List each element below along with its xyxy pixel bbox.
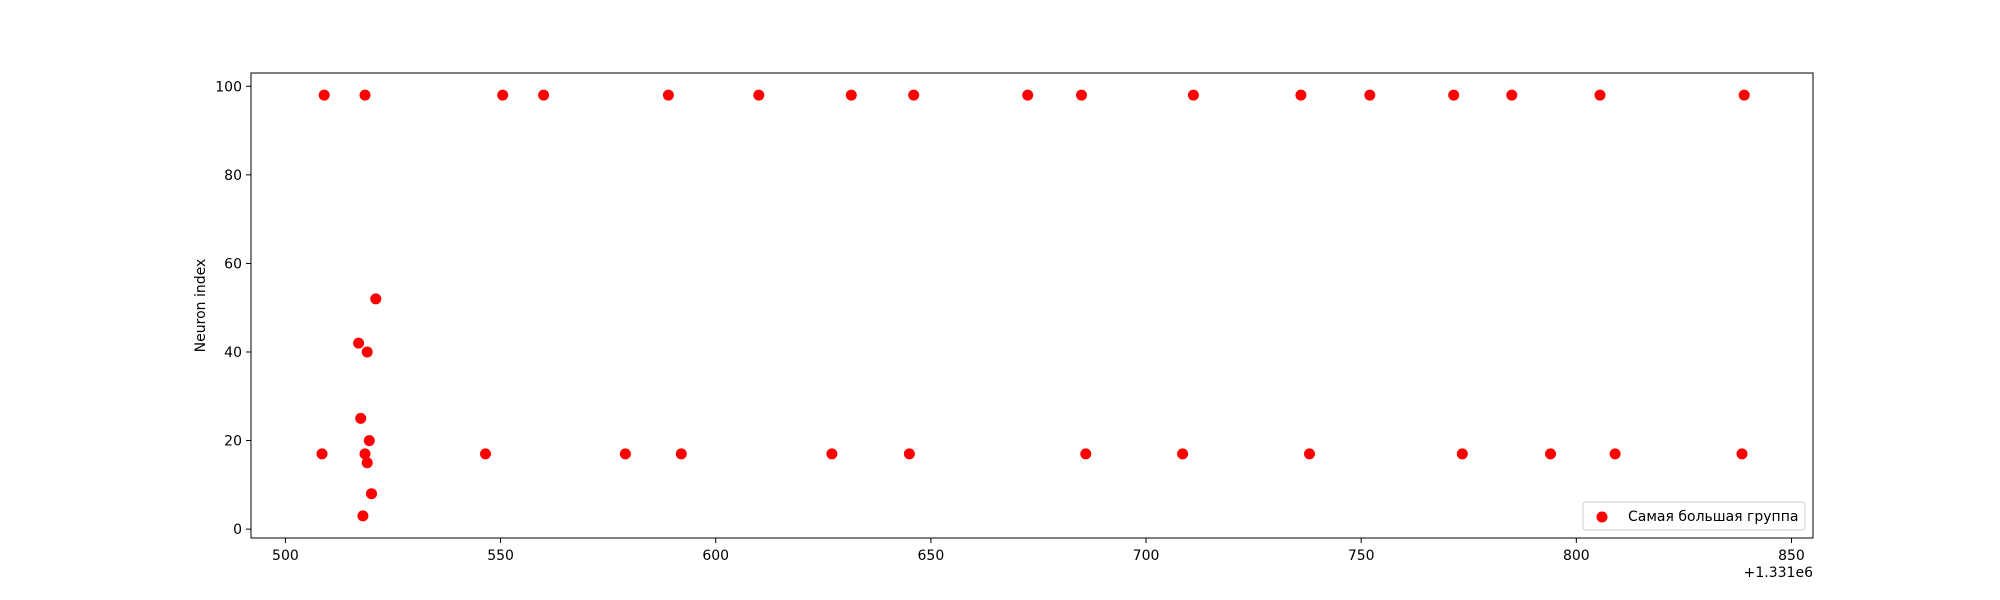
y-tick-label: 100 — [215, 79, 242, 95]
x-tick-label: 800 — [1563, 548, 1590, 564]
data-point — [1545, 448, 1556, 460]
data-point — [497, 89, 509, 101]
y-tick-label: 40 — [224, 345, 242, 361]
data-point — [1187, 89, 1199, 101]
legend: Самая большая группа — [1582, 501, 1806, 531]
data-point — [1177, 448, 1189, 460]
data-point — [1456, 448, 1468, 460]
x-tick-label: 550 — [487, 548, 514, 564]
data-point — [359, 89, 371, 101]
x-tick-label: 700 — [1133, 548, 1160, 564]
data-point — [316, 448, 328, 460]
data-point — [619, 448, 631, 460]
legend-box — [1582, 501, 1806, 531]
y-tick-label: 20 — [224, 434, 242, 450]
data-point — [357, 510, 369, 522]
data-point — [361, 457, 373, 469]
plot-frame — [250, 72, 1814, 539]
legend-marker — [1596, 511, 1608, 523]
data-point — [1022, 89, 1034, 101]
data-point — [370, 293, 382, 305]
x-offset-label: +1.331e6 — [1744, 565, 1813, 581]
data-point — [845, 89, 857, 101]
data-point — [1295, 89, 1307, 101]
data-point — [1304, 448, 1315, 460]
x-tick-label: 500 — [272, 548, 299, 564]
data-point — [355, 412, 367, 424]
data-point — [753, 89, 765, 101]
data-point — [480, 448, 491, 460]
x-tick-label: 850 — [1778, 548, 1805, 564]
y-axis-label: Neuron index — [193, 259, 209, 353]
data-point — [1736, 448, 1748, 460]
y-tick-label: 80 — [224, 168, 242, 184]
data-point — [1594, 89, 1606, 101]
data-point — [1080, 448, 1092, 460]
data-point — [359, 448, 371, 460]
data-point — [675, 448, 687, 460]
data-point — [361, 346, 373, 358]
data-point — [1364, 89, 1376, 101]
data-point — [662, 89, 674, 101]
x-tick-label: 750 — [1348, 548, 1375, 564]
data-point — [538, 89, 550, 101]
data-point — [363, 435, 375, 447]
y-axis: 0 20 40 60 80 100 — [215, 79, 251, 538]
data-point — [903, 448, 915, 460]
y-tick-label: 0 — [233, 522, 242, 538]
data-point — [353, 337, 365, 349]
data-point — [826, 448, 838, 460]
x-tick-label: 650 — [918, 548, 945, 564]
data-point — [1448, 89, 1460, 101]
data-point — [1076, 89, 1087, 101]
data-point — [1738, 89, 1750, 101]
data-point — [1506, 89, 1518, 101]
data-point — [366, 488, 377, 500]
data-point — [318, 89, 330, 101]
data-points — [316, 89, 1750, 522]
data-point — [908, 89, 920, 101]
y-tick-label: 60 — [224, 256, 242, 272]
data-point — [1609, 448, 1621, 460]
legend-label: Самая большая группа — [1628, 509, 1798, 525]
x-axis: 500 550 600 650 700 750 800 850 — [272, 538, 1805, 564]
x-tick-label: 600 — [702, 548, 729, 564]
